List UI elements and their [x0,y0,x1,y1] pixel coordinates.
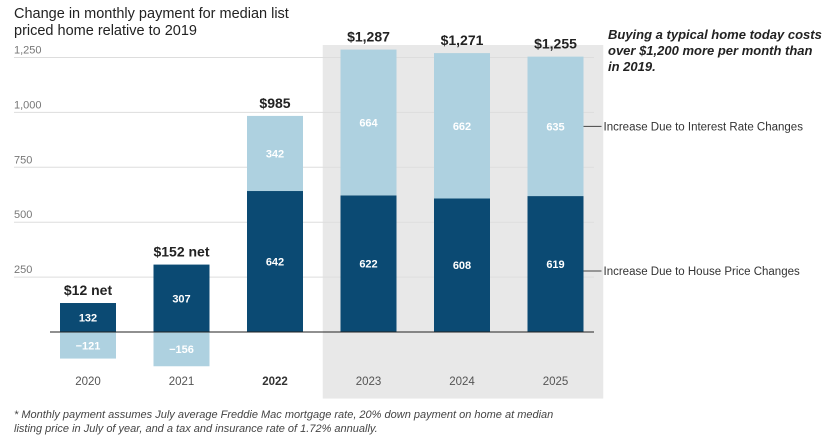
bar-house-price [434,198,490,332]
bar-value-label: 664 [359,118,378,130]
x-tick-label: 2025 [543,376,569,388]
bar-interest-rate [527,56,584,197]
bar-interest-rate [60,332,116,359]
bar-value-label: 619 [546,259,564,271]
gridlines-layer: 250 500 750 1,000 1,250 [14,45,594,278]
bar-interest-rate [434,53,490,199]
x-tick-label: 2021 [169,376,195,388]
bar-total-label: $985 [259,95,290,111]
bar-value-label: −121 [76,340,101,352]
bar-value-label: 642 [266,257,284,269]
bar-interest-rate [247,115,303,192]
bar-house-price [60,303,116,332]
legend-label: Increase Due to Interest Rate Changes [604,121,804,133]
bar-value-label: 662 [453,121,471,133]
y-tick-label: 1,250 [14,45,42,57]
labels-layer: 132 −121 $12 net 2020 307 −156 $152 net 2021 642… [64,29,577,388]
bar-total-label: $152 net [153,244,209,260]
bar-total-label: $1,255 [534,36,577,52]
annotation-text: Buying a typical home today costs over $… [608,27,822,74]
bar-interest-rate [153,332,210,367]
x-tick-label: 2023 [356,376,382,388]
footnote: * Monthly payment assumes July average F… [14,409,554,435]
bar-house-price [340,195,397,332]
bar-total-label: $1,287 [347,29,390,45]
bar-interest-rate [340,49,397,196]
legend-layer: Increase Due to Interest Rate Changes Inc… [583,121,804,278]
bar-value-label: 635 [546,121,564,133]
y-tick-label: 750 [14,154,32,166]
x-tick-label: 2022 [262,376,288,388]
bars-layer [60,49,584,367]
bar-value-label: 608 [453,260,471,272]
y-tick-label: 250 [14,264,32,276]
bar-value-label: 132 [79,313,97,325]
y-tick-label: 500 [14,209,32,221]
bar-value-label: 307 [172,293,190,305]
bar-house-price [247,191,303,332]
bar-value-label: 342 [266,148,284,160]
chart-title: Change in monthly payment for median lis… [14,6,289,39]
legend-label: Increase Due to House Price Changes [604,266,800,278]
x-tick-label: 2024 [449,376,475,388]
bar-house-price [527,196,584,332]
bar-total-label: $1,271 [441,32,484,48]
bar-house-price [153,264,210,332]
bar-value-label: −156 [169,344,194,356]
x-tick-label: 2020 [75,376,101,388]
y-tick-label: 1,000 [14,99,42,111]
bar-total-label: $12 net [64,282,113,298]
bar-value-label: 622 [359,259,377,271]
